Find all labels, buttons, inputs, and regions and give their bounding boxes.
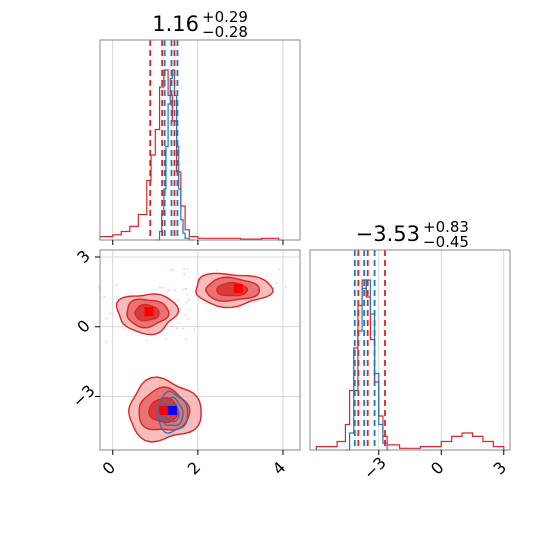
marginal-x-grid: [112, 40, 284, 240]
joint-scatter-point: [193, 328, 196, 331]
marginal-y-grid: [378, 250, 505, 450]
joint-scatter-point: [167, 289, 170, 292]
marginal-y-title-plus: +0.83: [423, 218, 469, 236]
joint-scatter-point: [176, 327, 178, 329]
joint-frame: [99, 249, 301, 451]
joint-x-tick-label: 0: [99, 458, 120, 479]
joint-scatter-point: [176, 299, 179, 302]
marginal-x-hist-blue: [155, 69, 194, 241]
marginal-x-histograms: [99, 69, 283, 241]
joint-scatter-point: [183, 273, 186, 275]
joint-scatter-point: [186, 293, 188, 296]
joint-scatter-point: [185, 287, 187, 290]
marginal-x-title-minus: −0.28: [202, 23, 248, 41]
marginal-x-hist-red: [99, 69, 283, 241]
marginal-y-panel: −3 0 3 −3.53 +0.83 −0.45: [309, 218, 511, 483]
marginal-x-panel: 1.16 +0.29 −0.28: [99, 8, 301, 245]
marginal-y-tick-label: 3: [490, 458, 511, 479]
joint-panel: 0 2 4 −3 0 3: [69, 246, 301, 479]
joint-scatter-point: [183, 268, 186, 270]
joint-marker-red: [159, 405, 169, 415]
joint-scatter-point: [205, 302, 207, 305]
joint-scatter-point: [174, 289, 176, 292]
joint-scatter-point: [105, 317, 108, 320]
joint-scatter-point: [215, 269, 218, 272]
joint-scatter-point: [182, 327, 185, 330]
joint-scatter-point: [145, 339, 148, 342]
joint-scatter-point: [103, 295, 106, 298]
joint-scatter-point: [278, 268, 281, 271]
joint-y-tick-label: 0: [73, 316, 94, 337]
joint-x-tick-label: 2: [184, 458, 205, 479]
joint-scatter-point: [275, 282, 278, 284]
joint-scatter-point: [158, 286, 161, 289]
marginal-y-frame: [309, 249, 511, 451]
joint-marker-red: [233, 283, 243, 293]
joint-scatter-point: [188, 298, 191, 301]
marginal-y-histograms: [315, 279, 506, 451]
marginal-x-quantiles: [149, 40, 179, 240]
joint-marker-red: [144, 307, 154, 317]
marginal-x-ticks: [112, 240, 284, 245]
joint-scatter-point: [164, 338, 167, 341]
joint-scatter-point: [105, 341, 108, 344]
joint-scatter-point: [182, 288, 185, 291]
joint-markers: [144, 283, 243, 415]
joint-marker-blue: [167, 405, 177, 415]
joint-contour-blue: [157, 390, 189, 434]
marginal-y-tick-label: 0: [427, 458, 448, 479]
joint-scatter-point: [256, 300, 259, 303]
joint-y-tick-label: −3: [69, 381, 99, 411]
marginal-y-quantiles: [353, 250, 386, 450]
marginal-x-title-value: 1.16: [152, 12, 199, 36]
joint-x-tick-label: 4: [269, 458, 290, 479]
joint-scatter-point: [284, 285, 287, 288]
joint-scatter-point: [116, 284, 118, 286]
joint-scatter-point: [253, 301, 256, 304]
joint-scatter-point: [247, 306, 250, 308]
joint-y-tick-label: 3: [73, 246, 94, 267]
marginal-y-title-value: −3.53: [356, 222, 420, 246]
joint-scatter-point: [178, 321, 180, 324]
joint-scatter-point: [161, 286, 164, 289]
marginal-y-hist-red: [315, 279, 506, 451]
joint-scatter-point: [184, 338, 187, 341]
marginal-y-ticks: −3 0 3: [360, 450, 510, 483]
joint-scatter-point: [172, 269, 175, 271]
joint-scatter-point: [187, 318, 190, 320]
joint-scatter-point: [184, 314, 187, 317]
marginal-y-tick-label: −3: [360, 453, 390, 483]
marginal-x-frame: [99, 39, 301, 241]
joint-scatter-point: [170, 268, 172, 271]
joint-scatter-point: [123, 328, 126, 331]
marginal-y-title-minus: −0.45: [423, 233, 469, 251]
joint-scatter-point: [188, 309, 191, 312]
joint-scatter-point: [170, 325, 173, 328]
joint-scatter-point: [186, 300, 189, 303]
joint-scatter-point: [186, 268, 189, 270]
joint-contours: [115, 272, 274, 443]
marginal-x-title-plus: +0.29: [202, 8, 248, 26]
joint-scatter-point: [109, 312, 112, 315]
